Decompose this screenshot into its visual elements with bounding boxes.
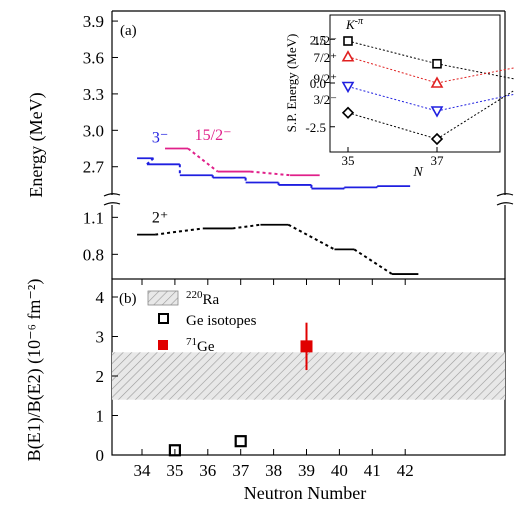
inset-marker-diamond <box>341 106 355 119</box>
panel-a: (a) Energy (MeV) 3.9 3.6 3.3 3.0 2.7 1.1 0.8 3… <box>26 10 514 279</box>
inset-connector <box>347 112 438 140</box>
series-label: 15/2⁻ <box>195 127 232 144</box>
level-series: 3⁻ <box>137 129 411 190</box>
inset-frame <box>329 14 501 153</box>
inset-series-line: 9/2⁺ <box>314 71 514 118</box>
inset-series: 1/2⁻ 7/2⁺ 9/2⁺ 3/2⁻ <box>314 33 514 146</box>
legend-marker-open-square <box>158 313 169 324</box>
inset-ylabel: S.P. Energy (MeV) <box>284 34 299 133</box>
series-label: 3⁻ <box>152 129 168 146</box>
b-y-tick-label: 2 <box>96 367 105 386</box>
inset-connector <box>347 56 438 84</box>
level-connector <box>232 223 261 230</box>
level-connector <box>146 157 155 166</box>
panel-b: (b) B(E1)/B(E2) (10⁻⁶ fm⁻²) 220Ra Ge isot… <box>24 278 506 465</box>
y-tick-label: 3.3 <box>83 85 104 104</box>
inset-marker-triangle-up <box>341 50 355 62</box>
inset-series-line: 3/2⁻ <box>314 89 514 146</box>
inset-marker-triangle-down <box>341 81 355 94</box>
series-label: 2⁺ <box>152 209 168 226</box>
panel-a-levels: 3⁻ 15/2⁻ 2⁺ <box>137 127 419 275</box>
x-tick-label: 38 <box>265 461 282 480</box>
panel-a-label: (a) <box>120 23 137 39</box>
inset-x-tick-label: 37 <box>431 153 445 168</box>
inset-xlabel: N <box>412 165 423 180</box>
panel-b-y-ticks: 4 3 2 1 0 <box>96 288 118 465</box>
y-tick-label: 3.0 <box>83 121 104 140</box>
b-y-tick-label: 1 <box>96 407 105 426</box>
inset-connector <box>347 40 438 65</box>
y-tick-label: 3.6 <box>83 48 104 67</box>
inset-y-tick-label: -2.5 <box>305 120 326 135</box>
inset-series-line: 1/2⁻ <box>314 33 514 80</box>
inset-y-tick-label: 0.0 <box>310 76 326 91</box>
x-axis-label: Neutron Number <box>244 483 366 503</box>
inset-legend-label: 7/2⁺ <box>314 50 337 65</box>
inset-marker-triangle-up <box>430 76 444 88</box>
inset-connector <box>436 67 514 84</box>
y-tick-label: 3.9 <box>83 12 104 31</box>
inset-legend-label: 9/2⁺ <box>314 71 337 86</box>
x-axis-ticks: 34 35 36 37 38 39 40 41 42 <box>134 279 414 480</box>
level-connector <box>287 223 335 251</box>
panel-b-legend: 220Ra Ge isotopes 71Ge <box>147 289 257 355</box>
b-y-tick-label: 0 <box>96 446 105 465</box>
level-series: 15/2⁻ <box>165 127 320 177</box>
x-tick-label: 37 <box>232 461 250 480</box>
level-connector <box>353 248 393 275</box>
inset-y-tick-label: 2.5 <box>310 32 326 47</box>
ge71-point <box>300 340 313 353</box>
inset-connector <box>347 86 438 112</box>
inset-legend-label: 3/2⁻ <box>314 92 337 107</box>
x-tick-label: 40 <box>331 461 348 480</box>
level-connector <box>155 227 203 236</box>
inset: S.P. Energy (MeV) N K-π 2.50.0-2.5353739… <box>284 14 514 180</box>
inset-marker-triangle-down <box>430 106 444 118</box>
panel-a-y-ticks: 3.9 3.6 3.3 3.0 2.7 1.1 0.8 <box>83 12 118 264</box>
inset-marker-diamond <box>430 132 444 146</box>
inset-legend-label: 1/2⁻ <box>314 33 337 48</box>
legend-swatch-band <box>147 290 179 306</box>
inset-x-tick-label: 35 <box>342 153 355 168</box>
ge-isotope-point <box>234 435 247 448</box>
inset-connector <box>436 93 514 112</box>
x-tick-label: 34 <box>134 461 152 480</box>
level-connector <box>187 147 219 173</box>
panel-a-ylabel: Energy (MeV) <box>26 92 47 197</box>
x-tick-label: 36 <box>199 461 216 480</box>
panel-b-ylabel: B(E1)/B(E2) (10⁻⁶ fm⁻²) <box>24 279 45 462</box>
inset-marker-square <box>432 58 442 69</box>
inset-series-line: 7/2⁺ <box>314 50 514 88</box>
ra220-band <box>112 352 505 400</box>
axis-break-right <box>496 193 514 206</box>
inset-marker-square <box>343 36 353 46</box>
b-y-tick-label: 4 <box>96 288 105 307</box>
legend-label-71ge: 71Ge <box>186 336 215 355</box>
legend-marker-filled-square <box>158 340 168 350</box>
inset-ticks: 2.50.0-2.535373941 <box>305 32 445 168</box>
inset-connector <box>436 63 514 80</box>
x-tick-label: 35 <box>166 461 183 480</box>
legend-label-ge-isotopes: Ge isotopes <box>186 313 257 329</box>
axis-break-left <box>103 193 121 206</box>
x-tick-label: 41 <box>364 461 381 480</box>
y-tick-label: 0.8 <box>83 245 104 264</box>
level-connector <box>250 170 291 177</box>
b-y-tick-label: 3 <box>96 328 105 347</box>
x-tick-label: 39 <box>298 461 315 480</box>
y-tick-label: 2.7 <box>83 158 105 177</box>
legend-label-band: 220Ra <box>186 289 220 308</box>
x-tick-label: 42 <box>397 461 414 480</box>
inset-connector <box>436 89 514 140</box>
panel-b-label: (b) <box>119 291 137 307</box>
y-tick-label: 1.1 <box>83 208 104 227</box>
level-series: 2⁺ <box>137 209 419 275</box>
